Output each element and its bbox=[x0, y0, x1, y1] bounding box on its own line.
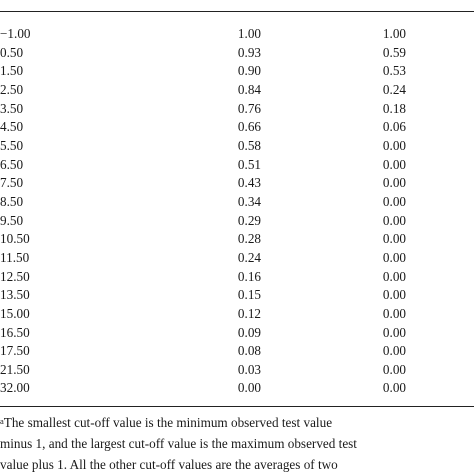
table-row: 11.50 0.24 0.00 bbox=[0, 249, 406, 268]
column-2-value-cell: 0.08 bbox=[237, 343, 261, 359]
cutoff-value-cell: 0.50 bbox=[0, 44, 24, 60]
column-2-value-cell: 0.16 bbox=[237, 268, 261, 284]
column-2-value-cell: 0.66 bbox=[237, 119, 261, 135]
footnote-text-1: The smallest cut-off value is the minimu… bbox=[3, 415, 333, 430]
column-3-value-cell: 0.06 bbox=[382, 119, 406, 135]
footnote-line-1: aThe smallest cut-off value is the minim… bbox=[0, 412, 470, 433]
column-2-value-cell: 0.12 bbox=[237, 305, 261, 321]
table-top-rule bbox=[0, 11, 474, 12]
column-2-value-cell: 0.03 bbox=[237, 361, 261, 377]
table-footnote: aThe smallest cut-off value is the minim… bbox=[0, 412, 470, 475]
table-row: 7.50 0.43 0.00 bbox=[0, 174, 406, 193]
column-3-value-cell: 0.00 bbox=[382, 361, 406, 377]
column-2-value-cell: 0.00 bbox=[237, 380, 261, 396]
column-3-value-cell: 0.00 bbox=[382, 287, 406, 303]
column-3-value-cell: 0.00 bbox=[382, 231, 406, 247]
column-3-value-cell: 0.00 bbox=[382, 137, 406, 153]
column-2-value-cell: 0.90 bbox=[237, 63, 261, 79]
footnote-line-3: value plus 1. All the other cut-off valu… bbox=[0, 457, 338, 472]
cutoff-value-cell: 11.50 bbox=[0, 249, 30, 265]
cutoff-value-cell: 5.50 bbox=[0, 137, 24, 153]
cutoff-value-cell: 6.50 bbox=[0, 156, 24, 172]
cutoff-value-cell: 13.50 bbox=[0, 287, 30, 303]
column-3-value-cell: 0.00 bbox=[382, 305, 406, 321]
table-row: −1.00 1.00 1.00 bbox=[0, 25, 406, 44]
cutoff-value-cell: 7.50 bbox=[0, 175, 24, 191]
table-row: 0.50 0.93 0.59 bbox=[0, 44, 406, 63]
column-3-value-cell: 0.00 bbox=[382, 343, 406, 359]
column-3-value-cell: 0.00 bbox=[382, 175, 406, 191]
column-2-value-cell: 0.93 bbox=[237, 44, 261, 60]
column-2-value-cell: 0.34 bbox=[237, 193, 261, 209]
cutoff-value-cell: 21.50 bbox=[0, 361, 30, 377]
column-2-value-cell: 0.28 bbox=[237, 231, 261, 247]
column-3-value-cell: 0.00 bbox=[382, 212, 406, 228]
table-row: 15.00 0.12 0.00 bbox=[0, 305, 406, 324]
table-row: 4.50 0.66 0.06 bbox=[0, 118, 406, 137]
footnote-line-2: minus 1, and the largest cut-off value i… bbox=[0, 436, 357, 451]
table-row: 16.50 0.09 0.00 bbox=[0, 324, 406, 343]
column-2-value-cell: 0.15 bbox=[237, 287, 261, 303]
table-row: 3.50 0.76 0.18 bbox=[0, 100, 406, 119]
table-row: 8.50 0.34 0.00 bbox=[0, 193, 406, 212]
column-3-value-cell: 0.00 bbox=[382, 249, 406, 265]
column-3-value-cell: 0.59 bbox=[382, 44, 406, 60]
column-3-value-cell: 0.00 bbox=[382, 156, 406, 172]
column-2-value-cell: 0.09 bbox=[237, 324, 261, 340]
column-2-value-cell: 0.51 bbox=[237, 156, 261, 172]
column-2-value-cell: 0.24 bbox=[237, 249, 261, 265]
column-3-value-cell: 0.00 bbox=[382, 324, 406, 340]
cutoff-value-cell: 16.50 bbox=[0, 324, 30, 340]
cutoff-value-cell: −1.00 bbox=[0, 26, 31, 41]
column-3-value-cell: 0.00 bbox=[382, 268, 406, 284]
cutoff-table: −1.00 1.00 1.00 0.50 0.93 0.59 1.50 0.90 0.53 2.5… bbox=[0, 25, 406, 398]
cutoff-value-cell: 32.00 bbox=[0, 380, 30, 396]
table-row: 10.50 0.28 0.00 bbox=[0, 230, 406, 249]
column-2-value-cell: 0.84 bbox=[237, 81, 261, 97]
table-row: 21.50 0.03 0.00 bbox=[0, 361, 406, 380]
table-row: 1.50 0.90 0.53 bbox=[0, 62, 406, 81]
column-2-value-cell: 0.76 bbox=[237, 100, 261, 116]
column-3-value-cell: 0.00 bbox=[382, 380, 406, 396]
cutoff-value-cell: 9.50 bbox=[0, 212, 24, 228]
cutoff-value-cell: 1.50 bbox=[0, 63, 24, 79]
table-row: 32.00 0.00 0.00 bbox=[0, 379, 406, 398]
table-row: 5.50 0.58 0.00 bbox=[0, 137, 406, 156]
cutoff-value-cell: 17.50 bbox=[0, 343, 30, 359]
column-2-value-cell: 0.58 bbox=[237, 137, 261, 153]
column-2-value-cell: 0.29 bbox=[237, 212, 261, 228]
cutoff-value-cell: 12.50 bbox=[0, 268, 30, 284]
column-3-value-cell: 1.00 bbox=[382, 26, 406, 41]
column-2-value-cell: 0.43 bbox=[237, 175, 261, 191]
column-3-value-cell: 0.24 bbox=[382, 81, 406, 97]
cutoff-value-cell: 4.50 bbox=[0, 119, 24, 135]
cutoff-value-cell: 10.50 bbox=[0, 231, 30, 247]
cutoff-value-cell: 2.50 bbox=[0, 81, 24, 97]
table-row: 17.50 0.08 0.00 bbox=[0, 342, 406, 361]
table-row: 13.50 0.15 0.00 bbox=[0, 286, 406, 305]
column-3-value-cell: 0.00 bbox=[382, 193, 406, 209]
cutoff-value-cell: 3.50 bbox=[0, 100, 24, 116]
footnote-marker: a bbox=[0, 416, 4, 426]
column-3-value-cell: 0.18 bbox=[382, 100, 406, 116]
table-bottom-rule bbox=[0, 406, 474, 407]
table-row: 6.50 0.51 0.00 bbox=[0, 156, 406, 175]
cutoff-value-cell: 8.50 bbox=[0, 193, 24, 209]
table-row: 12.50 0.16 0.00 bbox=[0, 268, 406, 287]
column-2-value-cell: 1.00 bbox=[237, 26, 261, 41]
table-row: 2.50 0.84 0.24 bbox=[0, 81, 406, 100]
table-row: 9.50 0.29 0.00 bbox=[0, 212, 406, 231]
table-body: −1.00 1.00 1.00 0.50 0.93 0.59 1.50 0.90 0.53 2.5… bbox=[0, 25, 406, 398]
column-3-value-cell: 0.53 bbox=[382, 63, 406, 79]
cutoff-value-cell: 15.00 bbox=[0, 305, 30, 321]
